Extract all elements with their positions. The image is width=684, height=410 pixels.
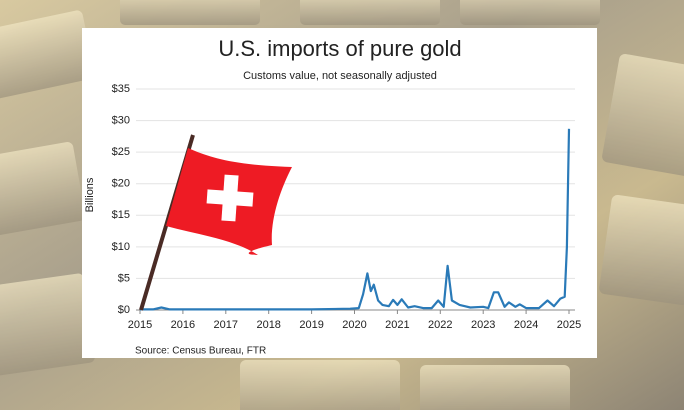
plot: $0 $5 $10 $15 $20 $25 $30 $35 2015 2016 2017 2018 20…: [112, 83, 582, 331]
x-tick-label: 2018: [256, 319, 280, 331]
x-tick-label: 2023: [471, 319, 495, 331]
y-tick-label: $10: [112, 241, 130, 253]
x-tick-label: 2021: [385, 319, 409, 331]
x-tick-label: 2024: [514, 319, 538, 331]
source-note: Source: Census Bureau, FTR: [135, 346, 266, 357]
x-tick-label: 2020: [342, 319, 366, 331]
x-tick-label: 2015: [128, 319, 152, 331]
x-tick-label: 2016: [171, 319, 195, 331]
y-tick-label: $5: [118, 272, 130, 284]
x-tick-label: 2022: [428, 319, 452, 331]
data-line: [140, 128, 571, 311]
y-tick-label: $0: [118, 304, 130, 316]
x-tick-label: 2017: [214, 319, 238, 331]
y-tick-label: $15: [112, 209, 130, 221]
chart-subtitle: Customs value, not seasonally adjusted: [243, 70, 437, 82]
y-tick-label: $30: [112, 114, 130, 126]
y-tick-label: $25: [112, 146, 130, 158]
chart-title: U.S. imports of pure gold: [218, 36, 461, 61]
y-tick-label: $20: [112, 178, 130, 190]
x-tick-label: 2025: [557, 319, 581, 331]
y-tick-label: $35: [112, 83, 130, 95]
y-axis-label: Billions: [84, 177, 96, 212]
x-tick-label: 2019: [299, 319, 323, 331]
swiss-flag-illustration: [139, 134, 292, 311]
